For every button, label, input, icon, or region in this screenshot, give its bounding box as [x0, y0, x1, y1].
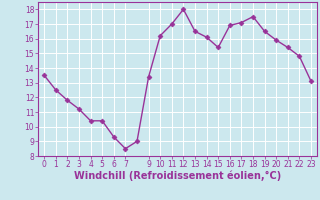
X-axis label: Windchill (Refroidissement éolien,°C): Windchill (Refroidissement éolien,°C) — [74, 171, 281, 181]
